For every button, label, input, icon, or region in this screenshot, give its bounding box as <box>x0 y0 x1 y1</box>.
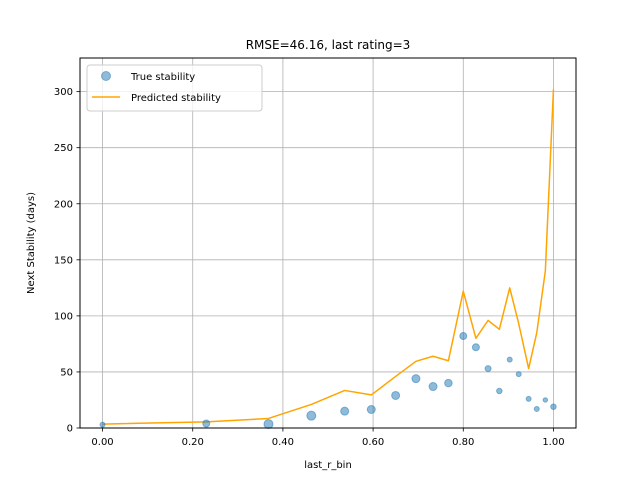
y-tick-label: 100 <box>54 311 73 322</box>
x-axis: 0.00 0.20 0.40 0.60 0.80 1.00 <box>91 428 565 448</box>
true-stability-point <box>459 332 468 341</box>
true-stability-point <box>471 343 480 352</box>
legend: True stability Predicted stability <box>86 64 263 112</box>
x-tick-label: 1.00 <box>542 437 564 448</box>
true-stability-point <box>542 397 549 403</box>
x-tick-label: 0.40 <box>272 437 294 448</box>
y-tick-label: 200 <box>54 199 73 210</box>
y-axis: 0 50 100 150 200 250 300 <box>54 87 80 435</box>
predicted-stability-line <box>102 89 555 425</box>
y-tick-label: 300 <box>54 87 73 98</box>
x-tick-label: 0.00 <box>91 437 113 448</box>
chart-title: RMSE=46.16, last rating=3 <box>246 38 411 52</box>
true-stability-point <box>366 405 376 414</box>
true-stability-point <box>202 419 211 428</box>
true-stability-point <box>411 374 421 384</box>
true-stability-point <box>263 419 274 430</box>
y-tick-label: 0 <box>67 424 73 435</box>
true-stability-point <box>484 365 492 373</box>
plot-frame <box>79 57 577 429</box>
x-tick-label: 0.60 <box>362 437 384 448</box>
y-tick-label: 50 <box>60 367 73 378</box>
series-predicted-stability <box>102 89 555 425</box>
x-tick-label: 0.80 <box>452 437 474 448</box>
true-stability-point <box>515 371 522 378</box>
true-stability-point <box>550 403 557 410</box>
legend-label-predicted-stability: Predicted stability <box>131 93 221 104</box>
true-stability-point <box>99 421 106 428</box>
true-stability-point <box>525 395 532 402</box>
true-stability-point <box>533 405 540 412</box>
true-stability-point <box>506 356 513 363</box>
legend-label-true-stability: True stability <box>130 72 195 83</box>
grid <box>80 58 576 429</box>
true-stability-point <box>391 390 401 400</box>
true-stability-point <box>306 410 317 421</box>
y-tick-label: 150 <box>54 255 73 266</box>
y-tick-label: 250 <box>54 143 73 154</box>
true-stability-point <box>428 382 438 392</box>
x-tick-label: 0.20 <box>182 437 204 448</box>
x-axis-label: last_r_bin <box>304 460 352 471</box>
legend-marker-true-stability <box>101 71 111 81</box>
true-stability-point <box>444 378 453 388</box>
series-true-stability <box>99 332 557 430</box>
true-stability-point <box>340 406 350 416</box>
y-axis-label: Next Stability (days) <box>26 192 37 294</box>
legend-box <box>86 64 263 112</box>
true-stability-point <box>496 387 503 395</box>
